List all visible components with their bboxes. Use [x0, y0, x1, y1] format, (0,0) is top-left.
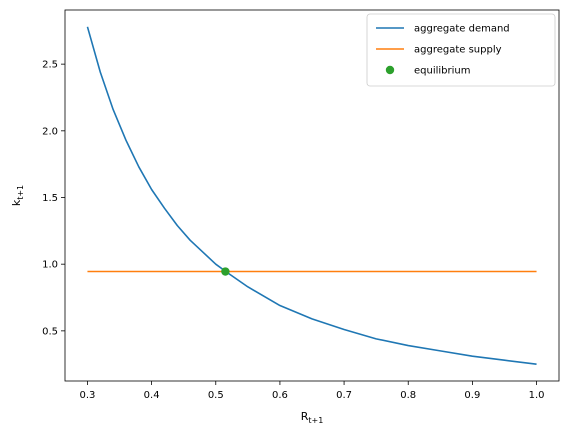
y-tick-label: 1.5	[42, 193, 58, 204]
x-tick-label: 0.8	[400, 390, 416, 401]
legend-marker-equilibrium	[385, 65, 395, 75]
legend-label-aggregate-supply: aggregate supply	[414, 45, 502, 56]
x-axis-label: Rt+1	[301, 410, 324, 425]
y-axis-label-subscript: t+1	[16, 185, 25, 200]
legend-label-equilibrium: equilibrium	[414, 66, 471, 77]
x-tick-label: 1.0	[529, 390, 545, 401]
equilibrium-point	[221, 267, 230, 276]
legend-frame	[366, 13, 556, 87]
axes-frame	[64, 9, 560, 382]
x-axis-label-subscript: t+1	[308, 416, 323, 425]
legend: aggregate demand aggregate supply equilibr…	[366, 13, 556, 87]
y-tick-label: 0.5	[42, 326, 58, 337]
y-tick-label: 2.5	[42, 60, 58, 71]
x-tick-label: 0.6	[272, 390, 288, 401]
x-tick-label: 0.4	[144, 390, 160, 401]
plot-area	[86, 26, 537, 365]
legend-label-aggregate-demand: aggregate demand	[414, 24, 510, 35]
x-tick-label: 0.5	[208, 390, 224, 401]
y-tick-label: 1.0	[42, 260, 58, 271]
x-axis: 0.3 0.4 0.5 0.6 0.7 0.8 0.9 1.0	[80, 381, 545, 401]
y-axis-label: kt+1	[10, 185, 25, 206]
y-tick-label: 2.0	[42, 126, 58, 137]
x-tick-label: 0.3	[80, 390, 96, 401]
x-tick-label: 0.9	[464, 390, 480, 401]
y-axis: 0.5 1.0 1.5 2.0 2.5	[42, 60, 65, 337]
x-tick-label: 0.7	[336, 390, 352, 401]
